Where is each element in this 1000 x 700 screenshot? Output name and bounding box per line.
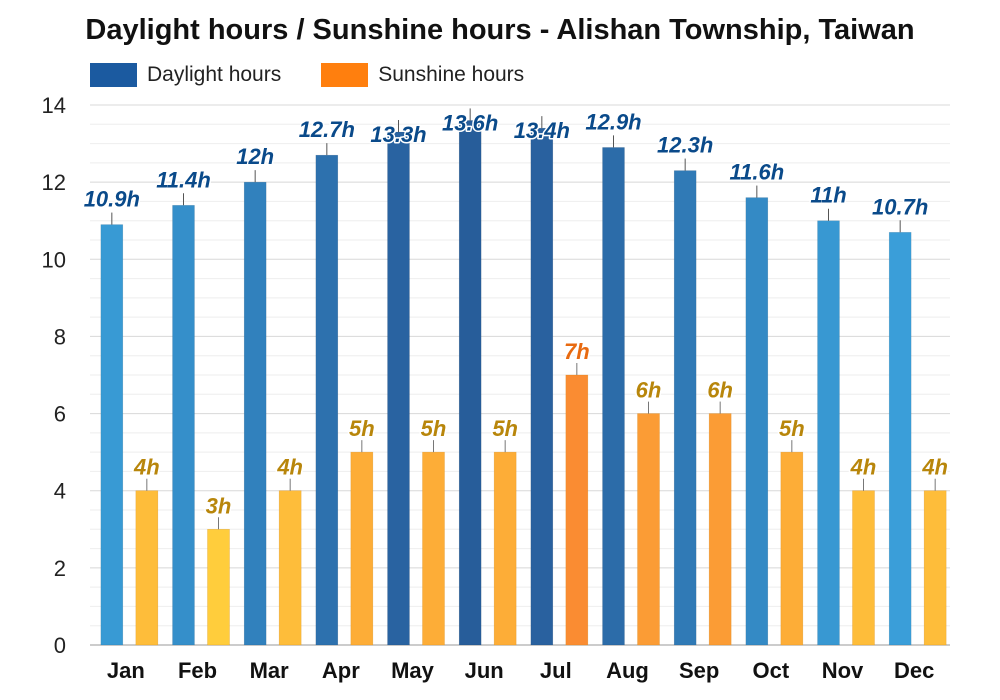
sunshine-data-label: 6h [636, 378, 662, 403]
daylight-data-label: 13.6h [442, 110, 498, 135]
chart-title: Daylight hours / Sunshine hours - Alisha… [85, 14, 915, 46]
sunshine-data-label: 3h [206, 493, 232, 518]
grid-lines [90, 104, 950, 646]
daylight-data-label: 12.7h [299, 117, 355, 142]
sunshine-bar [350, 451, 374, 646]
x-tick-label: Apr [322, 658, 360, 683]
legend-swatch-sunshine [321, 63, 369, 87]
daylight-bar [530, 127, 554, 646]
x-axis: Jan Feb Mar Apr May Jun Jul Aug Sep Oct Nov Dec [107, 658, 934, 683]
daylight-bar [458, 120, 482, 646]
sunshine-bar [278, 490, 302, 646]
y-tick-label: 4 [54, 479, 66, 504]
sunshine-data-label: 4h [921, 455, 948, 480]
y-tick-label: 8 [54, 324, 66, 349]
daylight-data-label: 10.9h [84, 187, 140, 212]
x-tick-label: Sep [679, 658, 719, 683]
daylight-data-label: 12h [236, 144, 274, 169]
x-tick-label: Nov [822, 658, 864, 683]
sunshine-data-label: 5h [779, 416, 805, 441]
daylight-bar [673, 170, 697, 646]
daylight-bar [745, 197, 769, 646]
sunshine-data-label: 4h [276, 455, 303, 480]
daylight-data-label: 12.3h [657, 133, 713, 158]
daylight-bar [100, 224, 124, 646]
y-tick-label: 10 [42, 247, 66, 272]
x-tick-label: Feb [178, 658, 217, 683]
sunshine-bar [852, 490, 875, 646]
legend-swatch-daylight [90, 63, 137, 87]
sunshine-data-label: 5h [492, 416, 518, 441]
sunshine-bar [493, 451, 517, 646]
y-tick-label: 14 [42, 93, 66, 118]
sunshine-data-label: 5h [349, 416, 375, 441]
daylight-bar [172, 204, 195, 646]
sunshine-bar [923, 490, 947, 646]
sunshine-bar [708, 413, 732, 646]
y-tick-label: 12 [42, 170, 66, 195]
sunshine-bar [637, 413, 660, 646]
x-tick-label: Oct [752, 658, 789, 683]
y-tick-label: 2 [54, 556, 66, 581]
daylight-data-label: 10.7h [872, 194, 928, 219]
x-tick-label: May [391, 658, 435, 683]
data-labels: 10.9h 4h 11.4h 3h 12h 4h 12.7h 5h 13.3h 5h 13.6h 5h… [82, 108, 950, 530]
daylight-data-label: 12.9h [585, 109, 641, 134]
x-tick-label: Jul [540, 658, 572, 683]
legend-label-sunshine: Sunshine hours [378, 63, 525, 86]
daylight-bar [602, 147, 625, 646]
x-tick-label: Dec [894, 658, 934, 683]
daylight-data-label: 11.4h [156, 167, 211, 192]
daylight-bar [243, 181, 267, 646]
legend-item-daylight: Daylight hours [90, 63, 281, 87]
sunshine-bar [207, 528, 230, 646]
legend-item-sunshine: Sunshine hours [321, 63, 524, 87]
y-axis: 0 2 4 6 8 10 12 14 [42, 93, 66, 658]
bars [100, 120, 947, 646]
sunshine-bar [422, 451, 445, 646]
sunshine-data-label: 5h [421, 416, 447, 441]
sunshine-data-label: 4h [850, 455, 877, 480]
x-tick-label: Jan [107, 658, 145, 683]
x-tick-label: Mar [250, 658, 290, 683]
legend: Daylight hours Sunshine hours [90, 60, 564, 90]
sunshine-data-label: 7h [564, 339, 590, 364]
daylight-bar [387, 131, 410, 646]
daylight-data-label: 11.6h [730, 160, 785, 185]
daylight-bar [888, 231, 912, 646]
sunshine-data-label: 6h [707, 378, 733, 403]
x-tick-label: Aug [606, 658, 649, 683]
sunshine-bar [565, 374, 589, 646]
x-tick-label: Jun [465, 658, 504, 683]
sunshine-bar [780, 451, 804, 646]
daylight-data-label: 13.3h [370, 122, 426, 147]
daylight-data-label: 13.4h [514, 118, 570, 143]
sunshine-data-label: 4h [133, 455, 160, 480]
daylight-bar [817, 220, 840, 646]
daylight-data-label: 11h [810, 183, 846, 208]
legend-label-daylight: Daylight hours [147, 63, 282, 86]
y-tick-label: 6 [54, 402, 66, 427]
sunshine-bar [135, 490, 159, 646]
daylight-bar [315, 154, 339, 646]
y-tick-label: 0 [54, 633, 66, 658]
